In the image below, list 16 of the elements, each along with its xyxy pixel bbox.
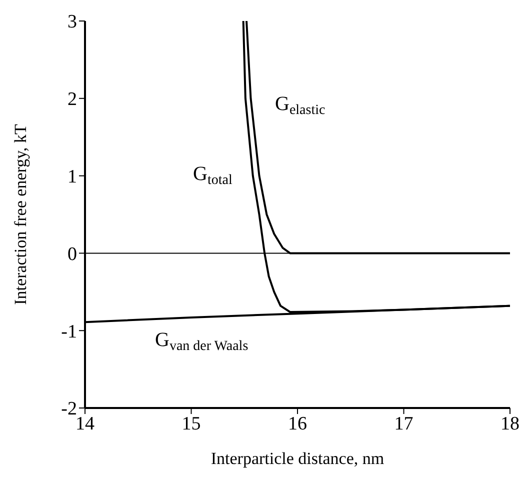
y-tick-label: 1 xyxy=(68,166,77,188)
y-axis-title: Interaction free energy, kT xyxy=(11,124,30,305)
x-axis-title: Interparticle distance, nm xyxy=(210,449,384,468)
y-tick-label: 2 xyxy=(68,89,77,110)
series-label: G$_{total}$ xyxy=(193,163,232,188)
series-label: G$_{elastic}$ xyxy=(275,93,326,118)
x-tick-label: 16 xyxy=(288,413,307,434)
x-tick-label: 15 xyxy=(182,413,201,434)
y-tick-label: -1 xyxy=(61,321,77,342)
series-label: G$_{van der Waals}$ xyxy=(155,329,248,354)
x-tick-label: 17 xyxy=(394,413,414,434)
y-tick-label: 3 xyxy=(68,12,77,33)
y-tick-label: 0 xyxy=(68,244,77,265)
x-tick-label: 14 xyxy=(76,413,95,434)
y-tick-label: -2 xyxy=(61,398,77,420)
x-tick-label: 18 xyxy=(500,413,520,434)
